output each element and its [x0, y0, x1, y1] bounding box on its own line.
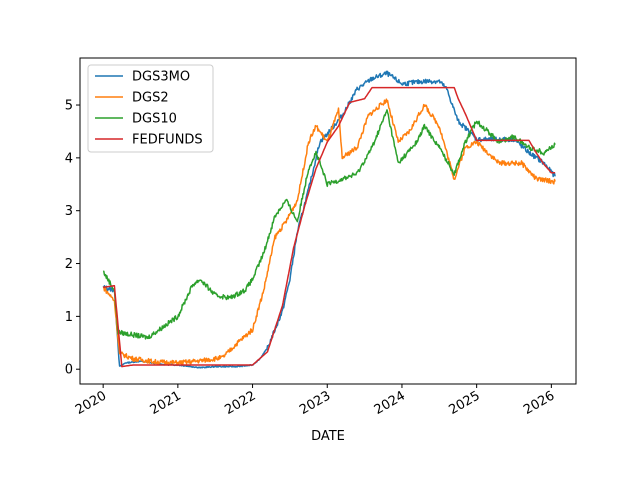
- x-tick-label: 2020: [73, 388, 109, 418]
- legend-label: DGS3MO: [132, 70, 190, 85]
- legend-label: DGS2: [132, 91, 169, 106]
- legend: DGS3MO DGS2 DGS10 FEDFUNDS: [87, 64, 214, 153]
- legend-box: [87, 64, 214, 153]
- x-axis: 2020 2021 2022 2023 2024 2025 2026: [73, 384, 557, 418]
- y-tick-label: 5: [65, 99, 73, 114]
- x-tick-label: 2023: [297, 388, 333, 418]
- y-tick-label: 1: [65, 310, 73, 325]
- legend-label: FEDFUNDS: [132, 133, 203, 148]
- legend-label: DGS10: [132, 112, 177, 127]
- y-axis: 0 1 2 3 4 5: [65, 99, 80, 378]
- series-line-dgs10: [102, 109, 556, 340]
- y-tick-label: 0: [65, 363, 73, 378]
- x-tick-label: 2026: [521, 388, 557, 418]
- series-line-fedfunds: [103, 86, 556, 368]
- x-axis-label: DATE: [311, 429, 345, 444]
- x-tick-label: 2022: [222, 388, 258, 418]
- x-tick-label: 2025: [446, 388, 482, 418]
- x-tick-label: 2021: [148, 388, 184, 418]
- y-tick-label: 3: [65, 204, 73, 219]
- plot-frame: [79, 57, 577, 385]
- series-layer: [102, 70, 556, 369]
- y-tick-label: 2: [65, 257, 73, 272]
- y-tick-label: 4: [65, 151, 73, 166]
- x-tick-label: 2024: [372, 388, 408, 418]
